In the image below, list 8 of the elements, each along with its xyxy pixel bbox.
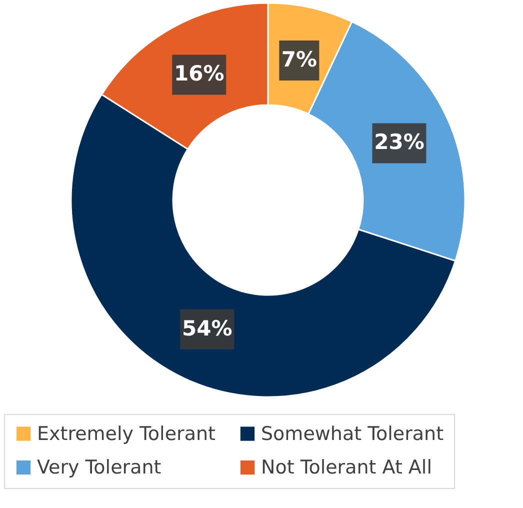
data-label: 7% [281, 47, 318, 72]
data-label: 23% [374, 130, 424, 154]
legend-label: Very Tolerant [37, 456, 162, 478]
legend-label: Somewhat Tolerant [261, 422, 444, 445]
legend-label: Not Tolerant At All [261, 456, 432, 478]
data-label: 16% [174, 62, 224, 86]
data-label: 54% [182, 316, 232, 340]
legend-label: Extremely Tolerant [37, 422, 216, 445]
